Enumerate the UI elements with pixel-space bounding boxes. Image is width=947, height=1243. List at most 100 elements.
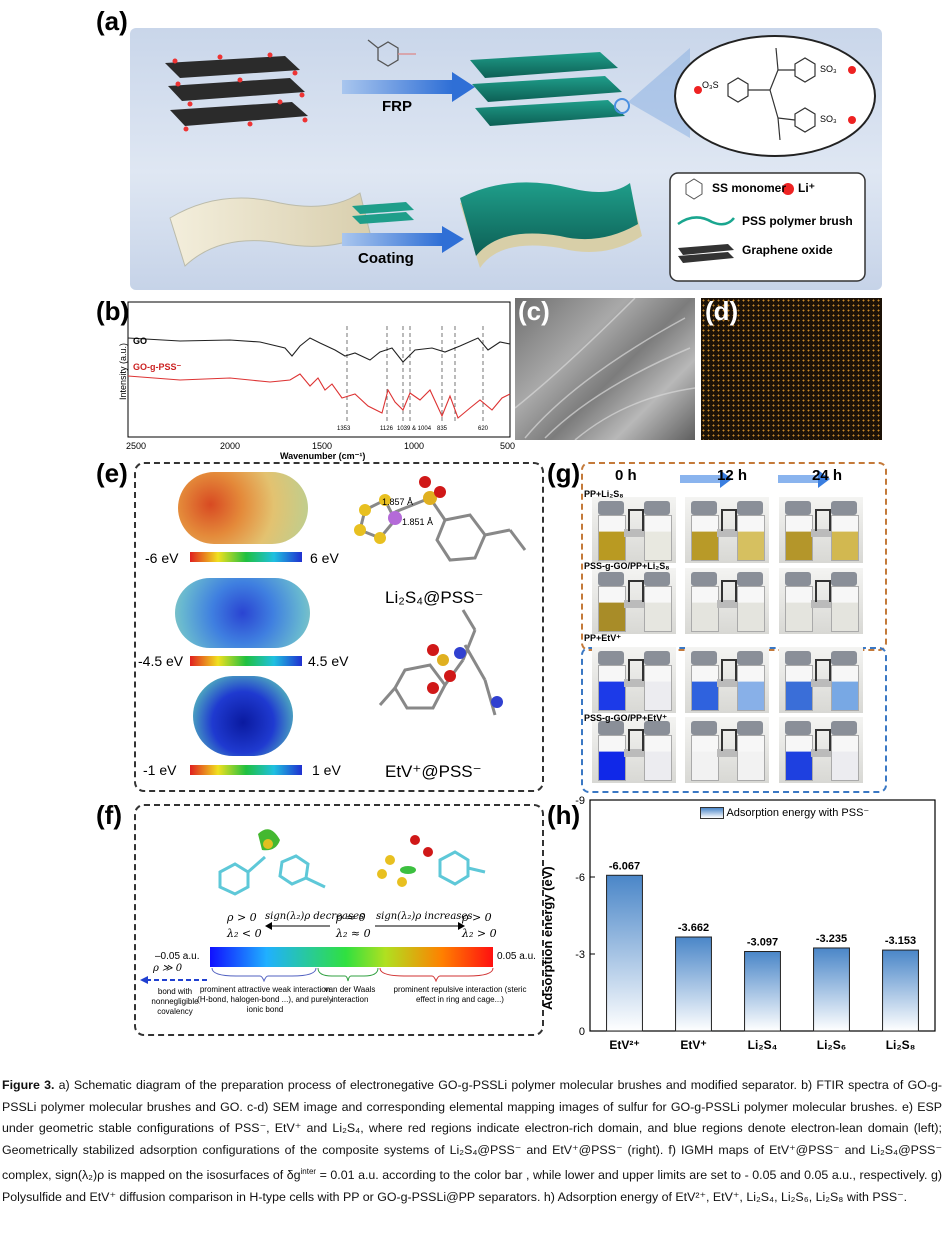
panel-label-a: (a): [96, 6, 128, 36]
igmh-molecules: [218, 829, 486, 896]
sem-image: [514, 297, 696, 441]
ftir-ylabel: Intensity (a.u.): [118, 342, 128, 400]
bar-value-label: -3.235: [816, 933, 847, 945]
right-rho: ρ > 0: [462, 911, 492, 924]
legend-graphene-oxide: Graphene oxide: [742, 243, 833, 257]
xtick-2500: 2500: [126, 441, 147, 451]
left-lambda: λ₂ < 0: [227, 927, 262, 940]
frp-arrow-icon: [342, 72, 475, 102]
bar-value-label: -3.097: [747, 937, 778, 949]
bar-value-label: -3.662: [678, 922, 709, 934]
panel-label-c: (c): [518, 296, 550, 326]
structure-label-left: O₃S: [702, 80, 719, 90]
frp-label: FRP: [382, 98, 412, 115]
chart-legend: Adsorption energy with PSS⁻: [700, 806, 870, 820]
panel-label-d: (d): [705, 296, 739, 326]
legend-swatch: [700, 807, 724, 820]
bond-text: bond with nonnegligible covalency: [151, 987, 199, 1016]
panel-label-h: (h): [547, 800, 581, 830]
li2s4-esp-surface: [193, 676, 293, 756]
panel-label-g: (g): [547, 458, 581, 488]
h-cell-photo: [592, 497, 676, 563]
complex-li2s4: Li₂S₄@PSS⁻: [385, 588, 484, 607]
repulsive-text: prominent repulsive interaction (steric …: [393, 985, 527, 1004]
category-label: Li₂S₈: [886, 1038, 916, 1052]
panel-f-box: [134, 804, 544, 1036]
time-arrows: [680, 470, 830, 488]
left-sign: sign(λ₂)ρ decreases: [265, 911, 365, 922]
caption-part1: a) Schematic diagram of the preparation …: [2, 1078, 942, 1183]
etv-esp-surface: [175, 578, 310, 648]
bar-high: 0.05 a.u.: [497, 951, 536, 962]
bar-2: [675, 936, 712, 1032]
row-label-pssgo-etv: PSS-g-GO/PP+EtV⁺: [584, 713, 668, 723]
right-lambda: λ₂ > 0: [462, 927, 497, 940]
scale2-low: -4.5 eV: [138, 653, 184, 669]
h-cell-photo: [779, 647, 863, 713]
legend-gopss: GO-g-PSS⁻: [133, 362, 182, 372]
y-tick-label: 0: [579, 1026, 585, 1038]
h-cell-photo: [779, 568, 863, 634]
graphene-oxide-stack-icon: [165, 52, 308, 132]
time-24h: 24 h: [812, 467, 843, 484]
peak-620: 620: [478, 426, 489, 432]
right-sign: sign(λ₂)ρ increases: [376, 911, 473, 922]
legend-text: Adsorption energy with PSS⁻: [726, 807, 870, 819]
bar-4: [813, 947, 850, 1032]
bar-3: [744, 951, 781, 1032]
peak-1039-1004: 1039 & 1004: [397, 426, 432, 432]
mid-rho: ρ ≈ 0: [336, 911, 366, 924]
bar-5: [882, 949, 919, 1032]
pss-structure-icon: [727, 47, 816, 141]
panel-a-drawing: [165, 35, 876, 282]
brush-legend-icon: [677, 216, 735, 226]
row-label-pp-li2s8: PP+Li₂S₈: [584, 489, 624, 499]
ftir-plot: [127, 301, 511, 438]
xtick-1000: 1000: [404, 441, 425, 451]
panel-e-box: [134, 462, 544, 792]
peak-1353: 1353: [337, 426, 351, 432]
ftir-xlabel: Wavenumber (cm⁻¹): [280, 451, 366, 461]
coating-arrow-icon: [342, 226, 464, 253]
h-cell-photo: [592, 717, 676, 783]
bar-value-label: -3.153: [885, 935, 916, 947]
go-spectrum-line: [127, 337, 511, 363]
bar-low: –0.05 a.u.: [155, 951, 200, 962]
panel-a-schematic: FRP Coating SS monomer Li⁺ PSS polymer b…: [130, 28, 882, 290]
scale1-low: -6 eV: [145, 550, 179, 566]
bond-length-1: 1.857 Å: [382, 497, 414, 507]
range-brackets: [211, 968, 494, 982]
bar-value-label: -6.067: [609, 860, 640, 872]
h-cell-photo: [685, 497, 769, 563]
xtick-500: 500: [500, 441, 516, 451]
molecule-structures: [354, 476, 527, 716]
scale3-low: -1 eV: [143, 762, 177, 778]
pp-separator-icon: [169, 192, 371, 267]
pss-brush-stack-icon: [470, 52, 630, 126]
sign-arrows: [265, 922, 465, 930]
xtick-1500: 1500: [312, 441, 333, 451]
h-cell-photo: [592, 568, 676, 634]
panel-label-b: (b): [96, 296, 130, 326]
category-label: Li₂S₆: [817, 1038, 846, 1052]
scale1-high: 6 eV: [310, 550, 339, 566]
time-12h: 12 h: [717, 467, 748, 484]
colorbar-3: [190, 765, 302, 775]
coating-label: Coating: [358, 250, 414, 267]
coated-separator-icon: [460, 182, 642, 268]
xtick-2000: 2000: [220, 441, 241, 451]
structure-label-r2: SO₃: [820, 114, 837, 124]
peak-835: 835: [437, 426, 448, 432]
igmh-colorbar: [210, 947, 493, 967]
h-cell-photo: [685, 717, 769, 783]
mid-lambda: λ₂ ≈ 0: [336, 927, 371, 940]
sulfur-mapping-image: [701, 298, 882, 440]
caption-sup: inter: [300, 1167, 317, 1176]
chart-ylabel: Adsorption energy (eV): [540, 866, 555, 1010]
h-cell-photo: [779, 497, 863, 563]
far-left-rho: ρ ≫ 0: [153, 963, 183, 974]
bar-1: [606, 874, 643, 1032]
complex-etv: EtV⁺@PSS⁻: [385, 762, 482, 781]
row-label-pp-etv: PP+EtV⁺: [584, 633, 622, 643]
caption-figure-number: Figure 3.: [2, 1078, 55, 1092]
